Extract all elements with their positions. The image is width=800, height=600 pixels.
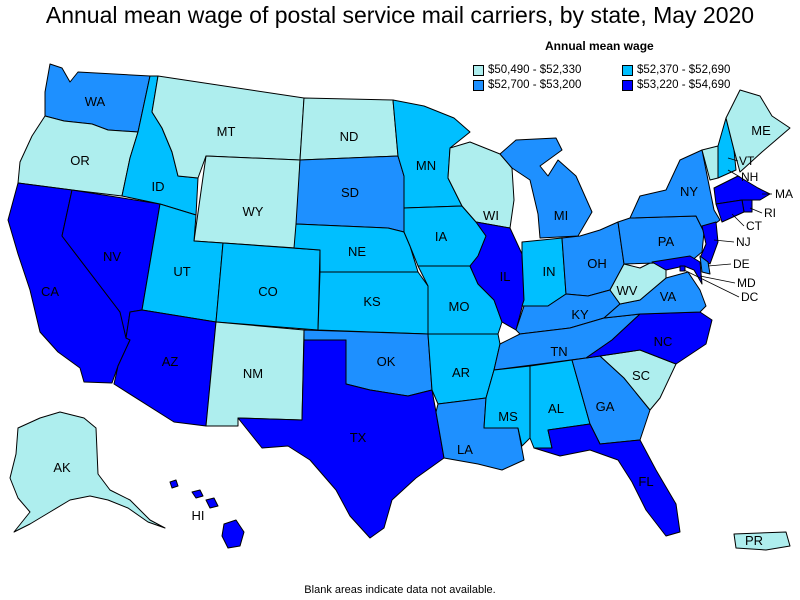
state-CT[interactable] xyxy=(715,199,745,223)
state-label-PA: PA xyxy=(658,234,675,249)
state-label-IL: IL xyxy=(500,269,511,284)
state-leader-lines xyxy=(683,157,772,298)
state-label-AR: AR xyxy=(452,365,470,380)
state-label-DC: DC xyxy=(741,290,759,304)
legend-swatch xyxy=(473,79,484,91)
state-label-CA: CA xyxy=(41,284,59,299)
state-label-WI: WI xyxy=(483,208,499,223)
legend-label: $53,220 - $54,690 xyxy=(637,79,731,91)
state-label-VA: VA xyxy=(660,289,677,304)
state-ME[interactable] xyxy=(725,89,791,173)
state-label-MT: MT xyxy=(217,124,236,139)
state-label-NE: NE xyxy=(348,244,366,259)
legend-title: Annual mean wage xyxy=(545,39,654,53)
state-label-MS: MS xyxy=(498,409,518,424)
state-label-LA: LA xyxy=(457,442,473,457)
state-HI[interactable] xyxy=(169,479,245,549)
state-label-UT: UT xyxy=(173,264,190,279)
state-PR[interactable] xyxy=(733,531,791,551)
state-label-WY: WY xyxy=(243,204,264,219)
state-label-ND: ND xyxy=(340,129,359,144)
state-label-ID: ID xyxy=(152,179,165,194)
legend-swatch xyxy=(473,64,484,76)
state-label-KS: KS xyxy=(363,294,381,309)
state-label-NJ: NJ xyxy=(736,235,751,249)
legend-label: $50,490 - $52,330 xyxy=(488,64,582,76)
state-label-IA: IA xyxy=(435,229,448,244)
state-MI[interactable] xyxy=(499,137,593,239)
legend-item-tier-3: $52,700 - $53,200 xyxy=(473,79,581,91)
state-label-RI: RI xyxy=(764,206,776,220)
state-label-OK: OK xyxy=(377,354,396,369)
state-label-OH: OH xyxy=(587,256,607,271)
state-FL[interactable] xyxy=(533,423,681,537)
state-label-KY: KY xyxy=(571,307,589,322)
legend-item-tier-2: $52,370 - $52,690 xyxy=(622,64,730,76)
legend-label: $52,370 - $52,690 xyxy=(637,64,731,76)
state-label-TN: TN xyxy=(550,344,567,359)
state-NJ[interactable] xyxy=(699,221,719,265)
state-label-WA: WA xyxy=(85,94,106,109)
state-label-MN: MN xyxy=(416,158,436,173)
state-label-MI: MI xyxy=(554,208,568,223)
state-label-NM: NM xyxy=(243,366,263,381)
legend-swatch xyxy=(622,64,633,76)
state-NC[interactable] xyxy=(585,311,713,365)
state-label-TX: TX xyxy=(350,430,367,445)
state-label-NV: NV xyxy=(103,249,121,264)
legend-item-tier-4: $53,220 - $54,690 xyxy=(622,79,730,91)
footnote: Blank areas indicate data not available. xyxy=(304,584,496,596)
state-label-MA: MA xyxy=(775,187,793,201)
state-label-HI: HI xyxy=(192,508,205,523)
state-label-OR: OR xyxy=(70,153,90,168)
legend-swatch xyxy=(622,79,633,91)
map-title: Annual mean wage of postal service mail … xyxy=(45,2,755,28)
state-label-DE: DE xyxy=(733,257,750,271)
state-label-MO: MO xyxy=(449,299,470,314)
state-label-NH: NH xyxy=(741,170,758,184)
state-WY[interactable] xyxy=(193,155,301,249)
state-label-NY: NY xyxy=(680,184,698,199)
legend-label: $52,700 - $53,200 xyxy=(488,79,582,91)
state-label-FL: FL xyxy=(638,474,653,489)
state-label-ME: ME xyxy=(751,123,771,138)
state-DE[interactable] xyxy=(699,255,711,275)
state-label-SC: SC xyxy=(632,368,650,383)
state-TX[interactable] xyxy=(237,339,445,539)
state-label-CT: CT xyxy=(746,219,763,233)
state-label-CO: CO xyxy=(258,284,278,299)
state-label-AZ: AZ xyxy=(162,354,179,369)
state-label-SD: SD xyxy=(341,185,359,200)
state-label-WV: WV xyxy=(617,283,638,298)
state-NY[interactable] xyxy=(629,149,721,233)
state-label-VT: VT xyxy=(739,154,755,168)
state-label-AK: AK xyxy=(53,460,71,475)
state-WI[interactable] xyxy=(447,141,515,229)
state-label-MD: MD xyxy=(737,276,756,290)
state-label-PR: PR xyxy=(745,533,763,548)
state-IL[interactable] xyxy=(469,221,525,331)
state-label-NC: NC xyxy=(654,334,673,349)
legend-item-tier-1: $50,490 - $52,330 xyxy=(473,64,581,76)
state-label-GA: GA xyxy=(596,399,615,414)
state-label-IN: IN xyxy=(543,264,556,279)
state-DC[interactable] xyxy=(679,265,686,272)
state-AK[interactable] xyxy=(9,411,166,533)
state-label-AL: AL xyxy=(548,401,564,416)
